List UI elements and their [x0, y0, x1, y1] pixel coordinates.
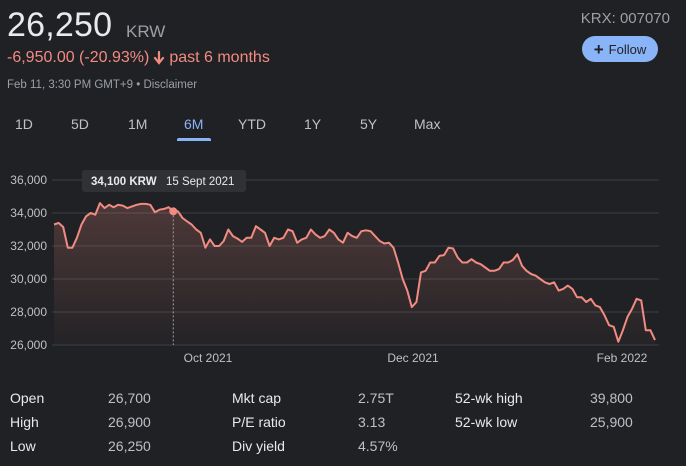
change-value: -6,950.00 (-20.93%)	[7, 49, 150, 66]
tab-5d[interactable]: 5D	[71, 116, 89, 132]
currency-label: KRW	[126, 22, 166, 41]
stat-52wk-high-value: 39,800	[590, 390, 633, 406]
x-tick-label: Oct 2021	[184, 351, 233, 365]
stat-mktcap-label: Mkt cap	[232, 390, 282, 406]
y-tick-label: 36,000	[10, 173, 47, 187]
change-period: past 6 months	[169, 49, 270, 66]
follow-label: Follow	[608, 41, 647, 57]
tab-1y[interactable]: 1Y	[304, 116, 322, 132]
tooltip-date: 15 Sept 2021	[166, 176, 234, 188]
stat-low-label: Low	[10, 438, 36, 454]
y-tick-label: 34,000	[10, 206, 47, 220]
tooltip-value: 34,100 KRW	[91, 176, 157, 188]
stat-mktcap-value: 2.75T	[358, 390, 394, 406]
stat-52wk-low-label: 52-wk low	[455, 414, 518, 430]
arrow-down-icon	[154, 51, 165, 65]
stat-high-label: High	[10, 414, 39, 430]
price-chart[interactable]: 36,000 34,000 32,000 30,000 28,000 26,000 Oct…	[0, 160, 686, 375]
stock-price: 26,250	[7, 6, 113, 44]
x-axis-ticks: Oct 2021 Dec 2021 Feb 2022	[184, 351, 648, 365]
chart-tooltip	[82, 170, 246, 192]
follow-button[interactable]: + Follow	[582, 36, 658, 62]
price-change: -6,950.00 (-20.93%) past 6 months	[7, 49, 270, 67]
stat-divyield-label: Div yield	[232, 438, 285, 454]
tab-max[interactable]: Max	[414, 116, 441, 132]
plus-icon: +	[593, 39, 604, 59]
tab-5y[interactable]: 5Y	[360, 116, 378, 132]
tab-6m[interactable]: 6M	[184, 116, 204, 132]
y-tick-label: 32,000	[10, 239, 47, 253]
hover-point	[169, 207, 178, 216]
timestamp-disclaimer[interactable]: Feb 11, 3:30 PM GMT+9 • Disclaimer	[7, 79, 198, 91]
ticker-symbol: KRX: 007070	[580, 10, 670, 27]
stat-52wk-low-value: 25,900	[590, 414, 633, 430]
x-tick-label: Dec 2021	[387, 351, 439, 365]
x-tick-label: Feb 2022	[597, 351, 648, 365]
y-tick-label: 28,000	[10, 305, 47, 319]
stat-pe-label: P/E ratio	[232, 414, 286, 430]
stat-pe-value: 3.13	[358, 414, 386, 430]
price-area	[54, 203, 655, 345]
stat-open-label: Open	[10, 390, 45, 406]
stat-low-value: 26,250	[108, 438, 151, 454]
range-tabs: 1D 5D 1M 6M YTD 1Y 5Y Max	[0, 112, 460, 141]
stat-high-value: 26,900	[108, 414, 151, 430]
stat-divyield-value: 4.57%	[358, 438, 398, 454]
active-tab-indicator	[177, 138, 211, 141]
price-line	[53, 202, 656, 343]
stat-52wk-high-label: 52-wk high	[455, 390, 523, 406]
stat-open-value: 26,700	[108, 390, 151, 406]
y-axis-ticks: 36,000 34,000 32,000 30,000 28,000 26,000	[10, 173, 47, 352]
y-tick-label: 26,000	[10, 338, 47, 352]
tab-ytd[interactable]: YTD	[238, 116, 266, 132]
tab-1d[interactable]: 1D	[15, 116, 33, 132]
tab-1m[interactable]: 1M	[128, 116, 148, 132]
y-tick-label: 30,000	[10, 272, 47, 286]
